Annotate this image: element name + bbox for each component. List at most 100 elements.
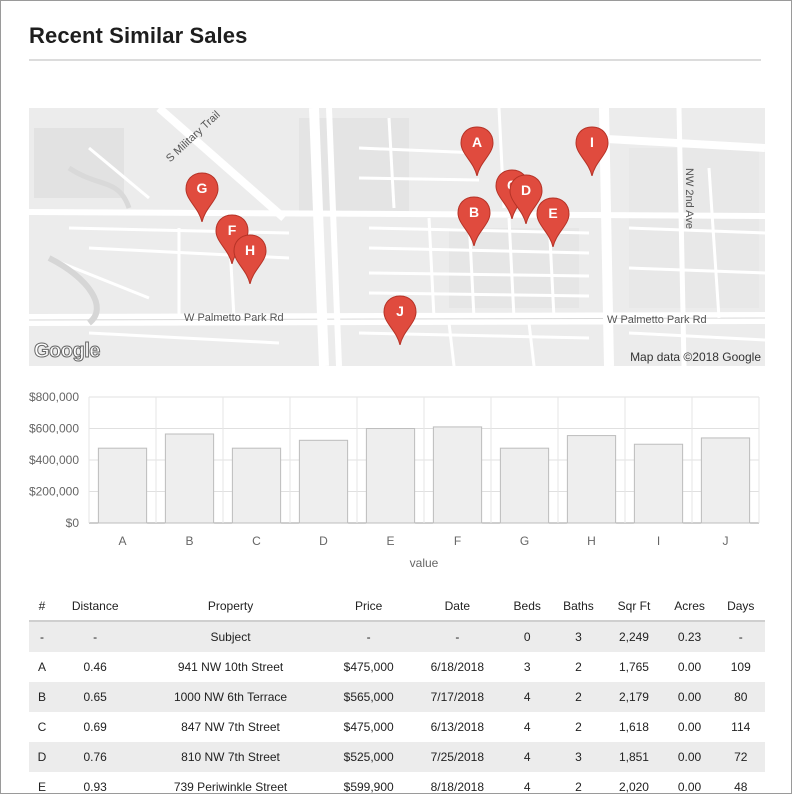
marker-label: J: [396, 303, 404, 319]
table-row: A 0.46 941 NW 10th Street $475,000 6/18/…: [29, 652, 765, 682]
cell-distance: 0.69: [83, 720, 107, 734]
cell-sqft: 2,020: [618, 780, 649, 794]
map-marker-e[interactable]: E: [536, 197, 570, 247]
road-label-nw-2nd-ave: NW 2nd Ave: [683, 168, 695, 229]
road-label-palmetto-east: W Palmetto Park Rd: [607, 314, 707, 326]
price-bar-chart: $0 $200,000 $400,000 $600,000 $800,000 A B C D E F…: [1, 385, 791, 575]
marker-label: F: [227, 222, 237, 238]
marker-pin-icon: [575, 126, 609, 176]
x-axis-label: value: [410, 556, 439, 570]
marker-pin-icon: [215, 214, 249, 264]
chart-bar-i: [633, 443, 684, 524]
marker-pin-icon: [185, 172, 219, 222]
cell-days: 109: [730, 660, 751, 674]
map-marker-f[interactable]: F: [215, 214, 249, 264]
cell-acres: 0.00: [662, 742, 717, 772]
cell-distance: 0.76: [55, 742, 136, 772]
cell-property: 1000 NW 6th Terrace: [135, 682, 326, 712]
map-marker-j[interactable]: J: [383, 295, 417, 345]
cell-price: $475,000: [343, 720, 394, 734]
chart-bar-a: [97, 447, 148, 524]
cell-number: D: [29, 742, 55, 772]
table-row: E 0.93 739 Periwinkle Street $599,900 8/…: [29, 772, 765, 794]
column-header-number[interactable]: #: [29, 591, 55, 622]
cell-property: 847 NW 7th Street: [181, 720, 280, 734]
column-header-days[interactable]: Days: [716, 591, 765, 622]
x-tick-label: E: [386, 534, 394, 548]
map-marker-a[interactable]: A: [460, 126, 494, 176]
cell-days: -: [716, 621, 765, 652]
cell-date: 6/18/2018: [430, 660, 485, 674]
cell-price: $565,000: [325, 682, 412, 712]
column-header-property[interactable]: Property: [135, 591, 326, 622]
cell-days: 80: [716, 682, 765, 712]
map-marker-h[interactable]: H: [233, 234, 267, 284]
map-marker-i[interactable]: I: [575, 126, 609, 176]
map-marker-b[interactable]: B: [457, 196, 491, 246]
map-marker-d[interactable]: D: [509, 174, 543, 224]
cell-price: $599,900: [343, 780, 394, 794]
cell-price: $475,000: [343, 660, 394, 674]
y-tick-label: $800,000: [29, 390, 79, 404]
column-header-acres[interactable]: Acres: [662, 591, 717, 622]
y-tick-label: $400,000: [29, 453, 79, 467]
cell-acres: 0.23: [662, 621, 717, 652]
cell-distance: 0.65: [55, 682, 136, 712]
title-divider: [29, 59, 761, 61]
x-tick-label: A: [118, 534, 126, 548]
x-tick-label: B: [185, 534, 193, 548]
cell-property: 941 NW 10th Street: [177, 660, 284, 674]
table-row-subject: - - Subject - - 0 3 2,249 0.23 -: [29, 621, 765, 652]
cell-acres: 0.00: [677, 720, 702, 734]
marker-label: E: [548, 205, 558, 221]
marker-pin-icon: [460, 126, 494, 176]
cell-sqft: 1,618: [618, 720, 649, 734]
cell-beds: 4: [503, 742, 552, 772]
x-tick-label: J: [723, 534, 729, 548]
cell-acres: 0.00: [662, 682, 717, 712]
column-header-beds[interactable]: Beds: [503, 591, 552, 622]
cell-sqft: 1,765: [618, 660, 649, 674]
column-header-baths[interactable]: Baths: [551, 591, 606, 622]
cell-date: 8/18/2018: [430, 780, 485, 794]
cell-baths: 2: [575, 720, 582, 734]
chart-bar-b: [164, 433, 215, 524]
google-logo[interactable]: Google: [34, 340, 101, 363]
column-header-price[interactable]: Price: [325, 591, 412, 622]
x-tick-label: D: [319, 534, 328, 548]
chart-svg: $0 $200,000 $400,000 $600,000 $800,000 A B C D E F…: [29, 390, 760, 570]
cell-sqft: 1,851: [605, 742, 663, 772]
column-header-distance[interactable]: Distance: [55, 591, 136, 622]
map-attribution[interactable]: Map data ©2018 Google: [630, 350, 761, 364]
chart-bar-e: [365, 428, 416, 524]
map-background: [29, 108, 765, 366]
cell-number: C: [37, 720, 47, 734]
x-tick-label: H: [587, 534, 596, 548]
chart-bar-j: [700, 437, 751, 524]
chart-bar-f: [432, 426, 483, 524]
cell-distance: -: [55, 621, 136, 652]
chart-bar-h: [566, 435, 617, 524]
column-header-sqft[interactable]: Sqr Ft: [605, 591, 663, 622]
cell-beds: 4: [523, 720, 531, 734]
cell-beds: 4: [523, 780, 531, 794]
cell-number: -: [29, 621, 55, 652]
cell-beds: 4: [503, 682, 552, 712]
sales-table: # Distance Property Price Date Beds Bath…: [29, 591, 765, 794]
road-label-palmetto-west: W Palmetto Park Rd: [184, 312, 284, 324]
table-row: D 0.76 810 NW 7th Street $525,000 7/25/2…: [29, 742, 765, 772]
sales-map[interactable]: S Military Trail W Palmetto Park Rd W Pa…: [29, 108, 765, 366]
cell-beds: 0: [503, 621, 552, 652]
table-row: B 0.65 1000 NW 6th Terrace $565,000 7/17…: [29, 682, 765, 712]
marker-label: A: [471, 134, 483, 150]
cell-baths: 2: [575, 660, 582, 674]
cell-sqft: 2,179: [605, 682, 663, 712]
cell-sqft: 2,249: [605, 621, 663, 652]
table-row: C 0.69 847 NW 7th Street $475,000 6/13/2…: [29, 712, 765, 742]
marker-pin-icon: [383, 295, 417, 345]
y-tick-label: $600,000: [29, 422, 79, 436]
cell-number: B: [29, 682, 55, 712]
map-marker-g[interactable]: G: [185, 172, 219, 222]
column-header-date[interactable]: Date: [411, 591, 504, 622]
